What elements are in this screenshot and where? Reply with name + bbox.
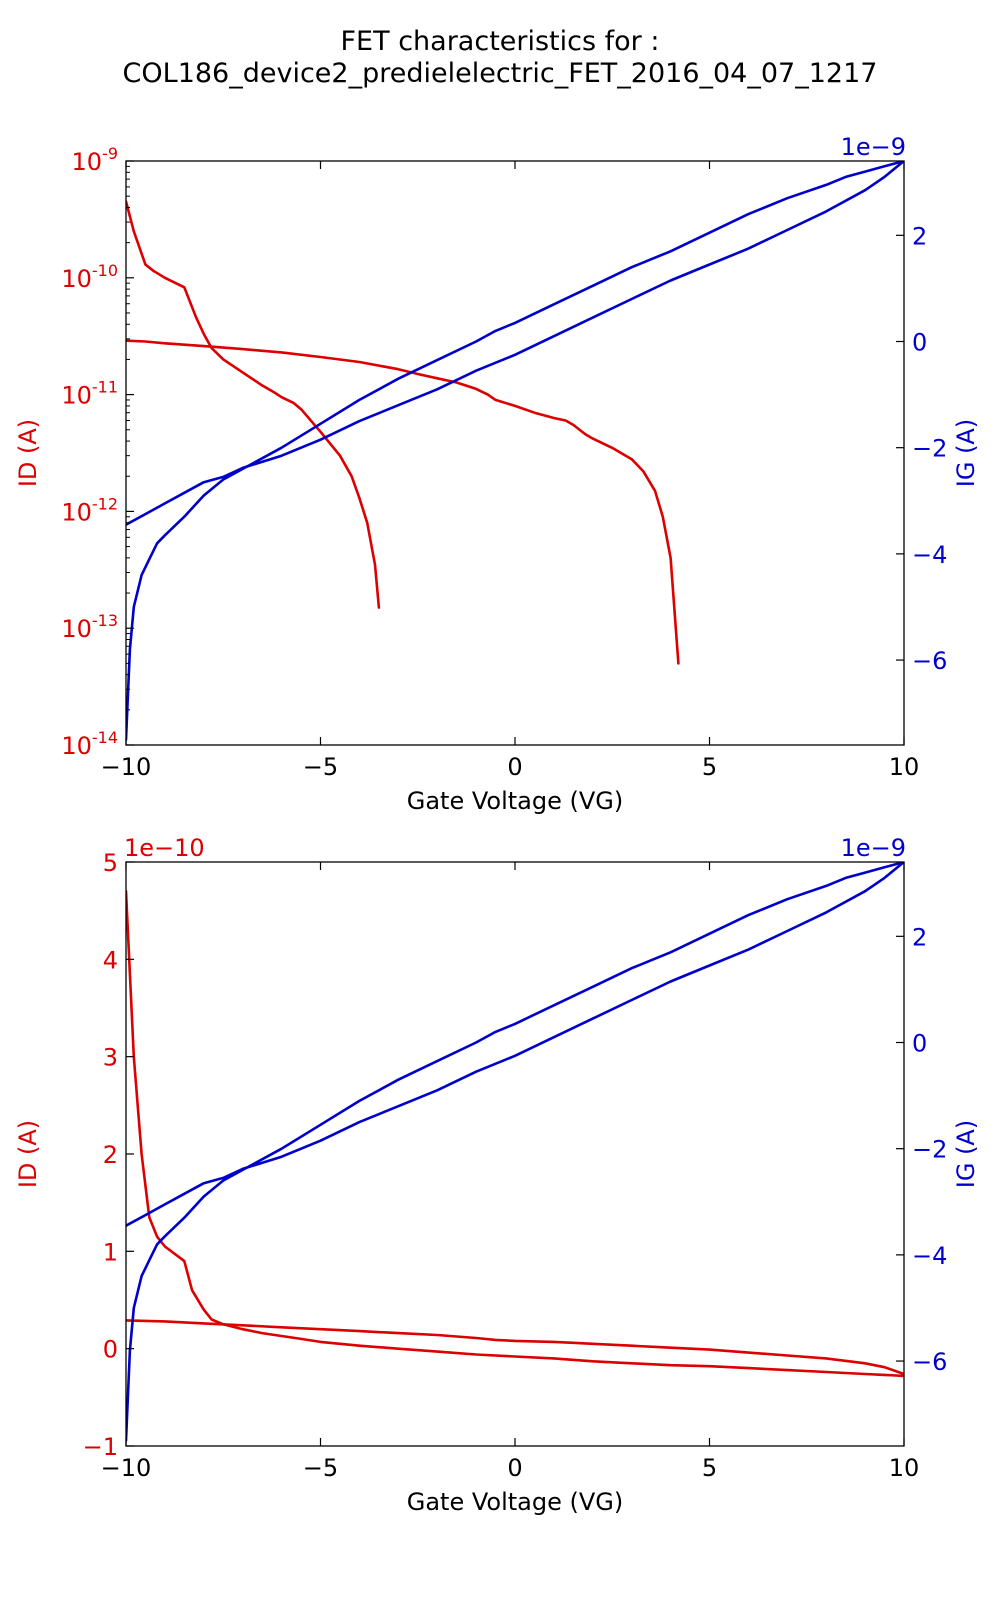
id-curve-0 [126,200,381,609]
x-axis-label: Gate Voltage (VG) [407,787,624,815]
right-axis-label: IG (A) [952,419,980,487]
x-tick-label: −10 [101,753,152,781]
figure-title-line-1: FET characteristics for : [340,26,660,57]
right-tick-label: 2 [912,222,927,250]
right-offset-text: 1e−9 [841,133,906,161]
right-axis-label: IG (A) [952,1120,980,1188]
right-tick-label: −4 [912,541,947,569]
id-curve-1 [126,339,680,665]
x-tick-label: 5 [702,753,717,781]
right-tick-label: 0 [912,329,927,357]
left-tick-label: 10-13 [61,611,118,643]
x-tick-label: 10 [889,1454,920,1482]
plot-frame [125,861,905,1447]
left-tick-label: 10-9 [72,144,119,176]
ig-curve-2 [126,161,904,742]
x-tick-label: 10 [889,753,920,781]
left-tick-label: 4 [103,946,118,974]
right-tick-label: 2 [912,923,927,951]
x-tick-label: −5 [303,753,338,781]
right-tick-label: −6 [912,647,947,675]
id-curve-1 [126,1319,904,1376]
right-tick-label: −2 [912,1136,947,1164]
x-tick-label: 0 [507,753,522,781]
left-tick-label: 0 [103,1336,118,1364]
left-tick-label: 2 [103,1141,118,1169]
top-panel: −10 −5 0 5 10 Gate Voltage (VG) 10-14 10-13 10-1… [14,133,980,815]
left-tick-label: 10-11 [61,378,118,410]
left-tick-label: −1 [83,1433,118,1461]
right-tick-label: −2 [912,435,947,463]
plot-frame [125,160,905,746]
x-axis-label: Gate Voltage (VG) [407,1488,624,1516]
left-offset-text: 1e−10 [124,834,205,862]
left-tick-label: 5 [103,849,118,877]
ig-curve-3 [126,161,904,527]
x-tick-label: 5 [702,1454,717,1482]
series-group [126,161,904,742]
right-tick-label: −4 [912,1242,947,1270]
left-tick-label: 10-10 [61,261,118,293]
ig-curve-2 [126,862,904,1442]
figure-title-line-2: COL186_device2_predielelectric_FET_2016_… [122,58,878,89]
x-tick-label: −5 [303,1454,338,1482]
right-tick-label: −6 [912,1348,947,1376]
ig-curve-3 [126,862,904,1227]
figure-title: FET characteristics for : COL186_device2… [0,26,1000,90]
left-axis-label: ID (A) [14,419,42,487]
series-group [126,862,904,1442]
left-axis-label: ID (A) [14,1120,42,1188]
left-tick-label: 3 [103,1044,118,1072]
left-tick-label: 10-12 [61,494,118,526]
x-tick-label: −10 [101,1454,152,1482]
x-tick-label: 0 [507,1454,522,1482]
right-offset-text: 1e−9 [841,834,906,862]
left-tick-label: 1 [103,1238,118,1266]
left-tick-label: 10-14 [61,728,118,760]
right-tick-label: 0 [912,1030,927,1058]
id-curve-0 [126,889,904,1378]
